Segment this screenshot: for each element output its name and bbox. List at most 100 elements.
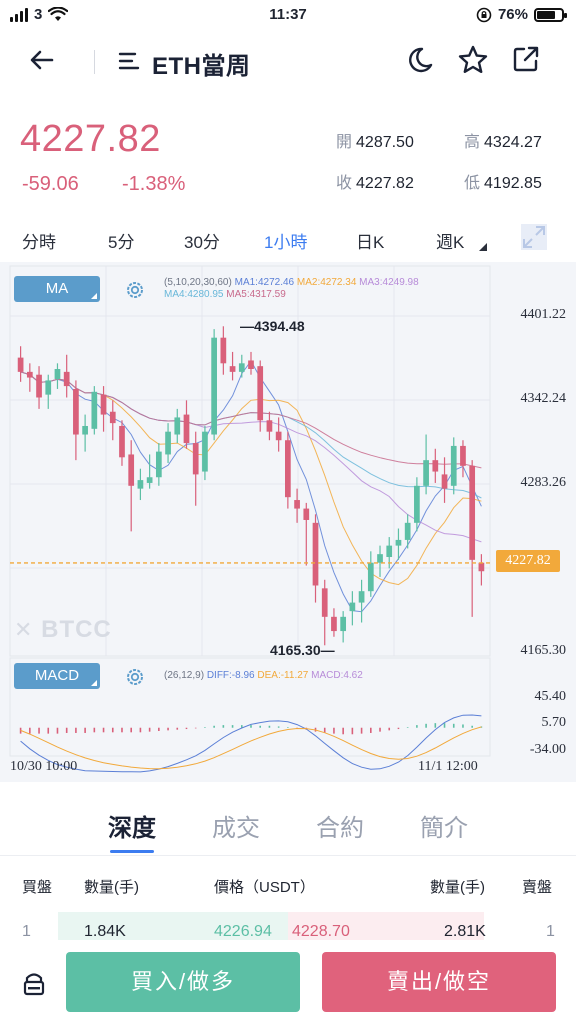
open-label: 開 [336, 134, 353, 151]
signal-icon [10, 7, 28, 22]
fullscreen-icon[interactable] [520, 223, 548, 251]
ma2-line [20, 371, 482, 586]
tab-trades[interactable]: 成交 [212, 815, 260, 842]
tab-depth[interactable]: 深度 [108, 815, 156, 842]
tab-5min[interactable]: 5分 [108, 233, 135, 252]
candle-body [155, 451, 162, 478]
ob-bid-qty: 1.84K [84, 923, 126, 940]
gear-icon[interactable] [124, 666, 146, 688]
ma5-line [20, 371, 482, 469]
info-tabs: 深度 成交 合約 簡介 [0, 800, 576, 856]
tab-intro[interactable]: 簡介 [420, 815, 468, 842]
ma-badge-label: MA [45, 280, 69, 297]
candle-body [312, 522, 319, 586]
price-axis-label: 4165.30 [520, 643, 567, 658]
ma-indicator-button[interactable]: MA [14, 276, 100, 302]
candle-body [192, 443, 199, 475]
candle-body [478, 562, 485, 572]
page-title[interactable]: ETH當周 [152, 53, 251, 80]
arrow-left-icon[interactable] [26, 44, 58, 76]
tab-weekly[interactable]: 週K [436, 228, 464, 253]
open-value: 4287.50 [356, 134, 414, 151]
close-price: 收 4227.82 [336, 169, 414, 193]
candle-body [91, 391, 98, 429]
ob-ask-qty: 2.81K [444, 923, 486, 940]
lock-icon[interactable] [22, 970, 46, 996]
candle-body [82, 425, 88, 435]
dea-value: DEA:-11.27 [257, 670, 309, 681]
wifi-icon [48, 7, 69, 21]
low-marker-value: 4165.30 [270, 642, 321, 658]
chart-area[interactable]: MA (5,10,20,30,60) MA1:4272.46 MA2:4272.… [0, 262, 576, 782]
ob-header-ask: 賣盤 [522, 879, 553, 896]
buy-long-button[interactable]: 買入/做多 [66, 952, 300, 1012]
tab-timeline[interactable]: 分時 [22, 233, 56, 252]
tab-1hour[interactable]: 1小時 [264, 233, 308, 252]
candle-body [450, 445, 457, 486]
status-bar: 3 11:37 76% [0, 0, 576, 32]
candle-body [100, 394, 107, 415]
watermark-text: BTCC [41, 616, 112, 643]
candle-body [220, 337, 227, 364]
price-axis-label: 4283.26 [520, 475, 567, 490]
ma2-value: MA2:4272.34 [296, 277, 357, 288]
candle-body [294, 500, 300, 509]
macd-indicator-button[interactable]: MACD [14, 663, 100, 689]
high-label: 高 [464, 134, 481, 151]
ob-bid-price: 4226.94 [214, 923, 272, 940]
candle-body [349, 602, 356, 612]
candle-body [340, 616, 347, 632]
macd-value: MACD:4.62 [311, 670, 363, 681]
moon-icon[interactable] [404, 44, 436, 76]
price-axis-label: 4342.24 [520, 391, 567, 406]
candle-body [137, 480, 144, 489]
date-end-label: 11/1 12:00 [418, 759, 478, 774]
timeframe-tabs: 分時 5分 30分 1小時 日K 週K [0, 224, 576, 254]
ma4-value: MA4:4280.95 [164, 289, 224, 300]
menu-icon[interactable] [118, 50, 140, 72]
action-bar: 買入/做多 賣出/做空 [0, 940, 576, 1024]
active-tab-indicator [110, 850, 154, 853]
macd-axis-label: 45.40 [534, 689, 567, 704]
tab-contract[interactable]: 合約 [316, 815, 364, 842]
candle-body [63, 371, 70, 387]
ma-legend-row2: MA4:4280.95 MA5:4317.59 [164, 289, 286, 301]
candle-body [202, 431, 208, 472]
candle-body [229, 366, 236, 372]
dropdown-triangle-icon [479, 243, 487, 251]
ask-depth-bar [288, 912, 484, 942]
date-start-label: 10/30 10:00 [10, 759, 78, 774]
tab-daily[interactable]: 日K [356, 233, 385, 252]
btcc-watermark: ✕ BTCC [14, 616, 112, 644]
open-price: 開 4287.50 [336, 128, 414, 152]
ma3-line [20, 371, 482, 543]
macd-legend: (26,12,9) DIFF:-8.96 DEA:-11.27 MACD:4.6… [164, 670, 363, 682]
candle-body [377, 554, 383, 563]
gear-icon[interactable] [124, 279, 146, 301]
main-pane-border [9, 265, 491, 657]
btcc-logo-icon: ✕ [14, 617, 34, 642]
candle-body [36, 374, 42, 398]
ob-header-bid: 買盤 [22, 879, 53, 896]
share-icon[interactable] [510, 43, 542, 75]
order-book-row[interactable]: 1 1.84K 4226.94 4228.70 2.81K 1 [0, 912, 576, 942]
macd-axis-label: -34.00 [529, 742, 566, 757]
candle-body [367, 562, 374, 592]
candle-body [109, 411, 116, 424]
ma4-line [20, 371, 482, 499]
sell-short-button[interactable]: 賣出/做空 [322, 952, 556, 1012]
macd-badge-label: MACD [34, 667, 80, 684]
battery-icon [534, 7, 567, 22]
high-value: 4324.27 [484, 134, 542, 151]
candle-body [460, 445, 466, 466]
tab-30min[interactable]: 30分 [184, 233, 220, 252]
candle-body [45, 380, 52, 395]
carrier-label: 3 [34, 6, 43, 23]
candlestick-chart[interactable] [0, 262, 576, 782]
low-price: 低 4192.85 [464, 169, 542, 193]
ob-header-qty-right: 數量(手) [430, 879, 485, 896]
candle-body [386, 545, 393, 558]
candle-body [303, 508, 310, 520]
candle-body [26, 371, 33, 378]
star-icon[interactable] [456, 43, 490, 77]
